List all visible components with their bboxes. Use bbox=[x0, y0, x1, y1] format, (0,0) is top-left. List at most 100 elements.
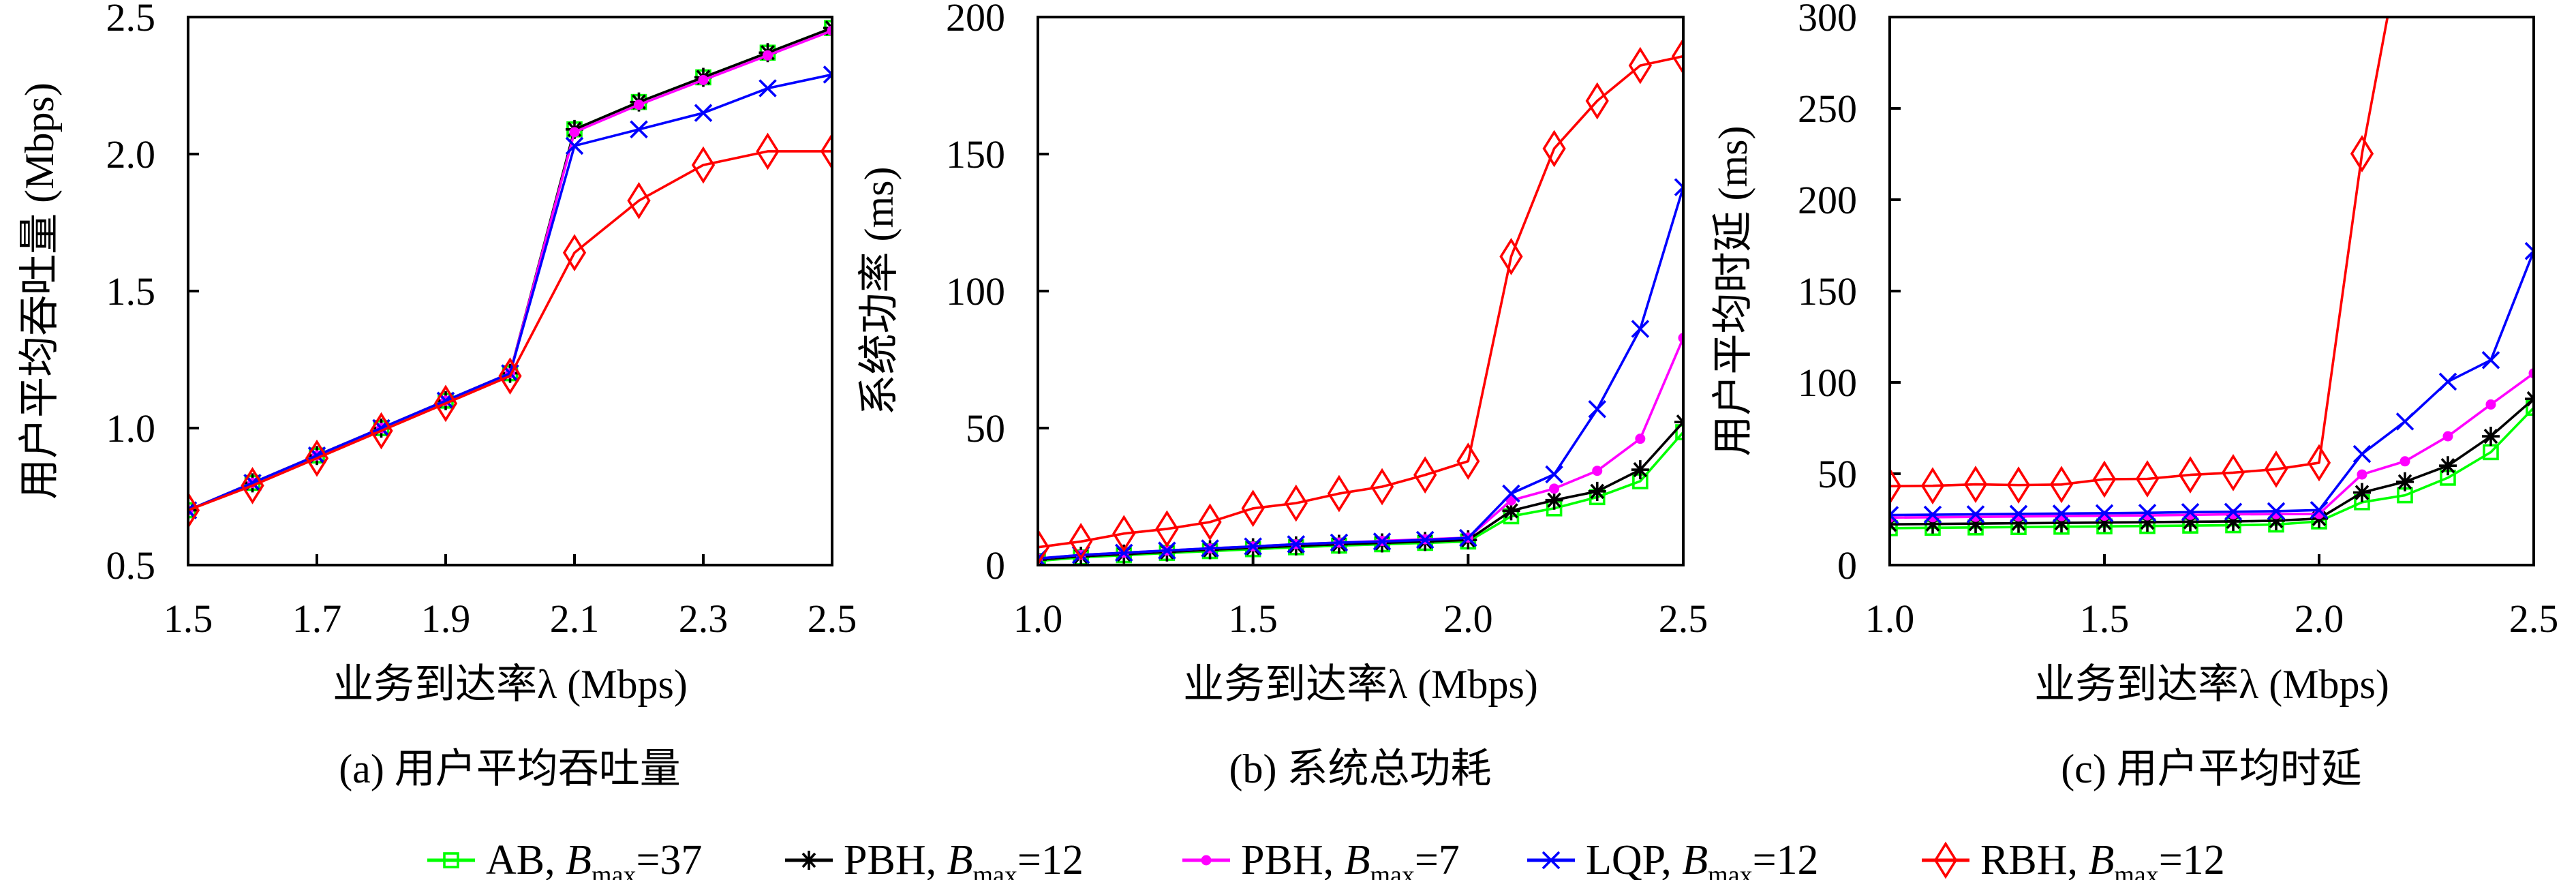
data-point-lqp bbox=[630, 120, 648, 139]
plot-frame bbox=[187, 16, 833, 566]
y-tick-label: 100 bbox=[1798, 361, 1857, 405]
data-point-pbh7 bbox=[2357, 469, 2367, 480]
data-point-pbh12 bbox=[2138, 513, 2156, 532]
x-tick-label: 2.5 bbox=[1659, 596, 1708, 641]
data-point-rbh bbox=[562, 234, 587, 272]
data-point-lqp bbox=[1415, 530, 1435, 549]
x-tick-label: 2.0 bbox=[2295, 596, 2344, 641]
y-tick-label: 150 bbox=[946, 132, 1005, 177]
y-tick-label: 2.5 bbox=[106, 0, 156, 40]
y-axis-label: 系统功率 (ms) bbox=[857, 167, 902, 416]
data-point-rbh bbox=[627, 181, 651, 219]
x-tick-label: 1.7 bbox=[292, 596, 342, 641]
data-point-lqp bbox=[2224, 502, 2243, 521]
series-line-lqp bbox=[1890, 249, 2534, 517]
plot-frame bbox=[1888, 16, 2535, 566]
y-tick-label: 0 bbox=[1837, 543, 1857, 588]
data-point-rbh bbox=[2006, 466, 2031, 504]
legend-item-pbh12: PBH, Bmax=12 bbox=[785, 837, 1084, 880]
y-tick-label: 50 bbox=[966, 406, 1005, 451]
data-point-rbh bbox=[1499, 237, 1523, 275]
x-tick-label: 2.0 bbox=[1443, 596, 1493, 641]
data-point-rbh bbox=[1370, 468, 1394, 506]
data-point-rbh bbox=[2135, 460, 2160, 498]
data-point-pbh12 bbox=[2439, 456, 2457, 476]
plot-frame bbox=[1037, 16, 1685, 566]
data-point-rbh bbox=[1920, 467, 1945, 505]
legend-label: AB, Bmax=37 bbox=[486, 837, 702, 880]
data-point-lqp bbox=[1373, 532, 1392, 551]
data-point-ab bbox=[1675, 424, 1683, 440]
data-point-rbh bbox=[2350, 135, 2374, 172]
legend-item-rbh: RBH, Bmax=12 bbox=[1922, 837, 2225, 880]
data-point-rbh bbox=[1038, 528, 1050, 565]
legend-label: PBH, Bmax=12 bbox=[844, 837, 1084, 880]
data-point-lqp bbox=[1890, 506, 1899, 524]
data-point-pbh12 bbox=[2053, 513, 2070, 533]
data-point-pbh12 bbox=[1924, 514, 1942, 534]
data-point-pbh7 bbox=[1505, 495, 1516, 506]
x-tick-label: 1.5 bbox=[2080, 596, 2130, 641]
data-point-pbh7 bbox=[2399, 456, 2410, 467]
legend-item-pbh7: PBH, Bmax=7 bbox=[1182, 837, 1460, 880]
data-point-lqp bbox=[1158, 541, 1176, 560]
data-point-pbh12 bbox=[1545, 490, 1563, 510]
data-point-pbh7 bbox=[763, 50, 773, 61]
x-axis-label: 业务到达率λ (Mbps) bbox=[2034, 662, 2389, 707]
panel-caption: (a) 用户平均吞吐量 bbox=[339, 746, 681, 791]
data-point-lqp bbox=[1244, 537, 1262, 556]
data-point-pbh7 bbox=[2442, 431, 2453, 442]
data-point-rbh bbox=[2264, 450, 2288, 488]
data-point-pbh7 bbox=[1592, 466, 1603, 476]
x-tick-label: 1.5 bbox=[164, 596, 213, 641]
data-point-lqp bbox=[2352, 444, 2372, 464]
data-point-lqp bbox=[2438, 372, 2457, 391]
series-line-lqp bbox=[188, 73, 832, 512]
data-point-pbh12 bbox=[1502, 501, 1520, 521]
data-point-rbh bbox=[305, 439, 329, 477]
series-line-rbh bbox=[1038, 55, 1683, 549]
data-point-ab bbox=[2526, 399, 2534, 416]
data-point-rbh bbox=[1890, 467, 1902, 505]
data-point-rbh bbox=[1327, 474, 1351, 513]
series-pbh12 bbox=[1890, 389, 2534, 534]
data-point-lqp bbox=[1923, 505, 1942, 524]
legend-label: PBH, Bmax=7 bbox=[1241, 837, 1460, 880]
panel-caption: (c) 用户平均时延 bbox=[2061, 746, 2362, 791]
series-pbh12 bbox=[188, 18, 832, 520]
data-point-lqp bbox=[1287, 535, 1306, 553]
data-point-lqp bbox=[2267, 502, 2286, 521]
series-line-rbh bbox=[188, 150, 832, 512]
data-point-rbh bbox=[1284, 484, 1308, 522]
series-rbh bbox=[1890, 17, 2389, 505]
data-point-pbh12 bbox=[2010, 513, 2027, 533]
legend-label: RBH, Bmax=12 bbox=[1980, 837, 2225, 880]
data-point-pbh7 bbox=[634, 100, 644, 110]
y-tick-label: 200 bbox=[1798, 178, 1857, 222]
legend-marker-rbh bbox=[1933, 841, 1958, 879]
x-tick-label: 2.1 bbox=[550, 596, 600, 641]
legend-item-lqp: LQP, Bmax=12 bbox=[1527, 837, 1819, 880]
y-tick-label: 1.5 bbox=[106, 269, 156, 314]
data-point-pbh7 bbox=[1549, 483, 1560, 494]
data-point-lqp bbox=[1201, 539, 1219, 558]
data-point-pbh12 bbox=[1631, 460, 1649, 480]
series-lqp bbox=[1038, 178, 1683, 565]
x-tick-label: 1.9 bbox=[421, 596, 471, 641]
panel-caption: (b) 系统总功耗 bbox=[1229, 746, 1492, 791]
y-tick-label: 100 bbox=[946, 269, 1005, 314]
data-point-rbh bbox=[1628, 46, 1652, 85]
data-point-lqp bbox=[1330, 533, 1349, 552]
series-line-rbh bbox=[1890, 17, 2389, 488]
data-point-lqp bbox=[2181, 503, 2200, 521]
data-point-pbh12 bbox=[2224, 511, 2242, 531]
legend-marker-ab bbox=[443, 852, 459, 868]
data-point-rbh bbox=[1585, 82, 1609, 120]
x-tick-label: 1.0 bbox=[1865, 596, 1915, 641]
x-tick-label: 2.5 bbox=[2509, 596, 2559, 641]
legend: AB, Bmax=37 PBH, Bmax=12 PBH, Bmax=7 LQP, B… bbox=[427, 837, 2225, 880]
data-point-lqp bbox=[2310, 501, 2329, 519]
data-point-lqp bbox=[2524, 242, 2534, 260]
data-point-rbh bbox=[1963, 466, 1988, 503]
